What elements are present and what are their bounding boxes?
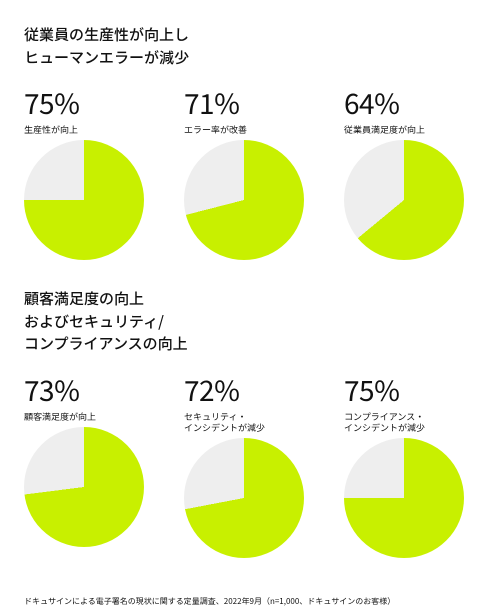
pie-chart: [184, 140, 304, 260]
pie-block: 75% コンプライアンス・ インシデントが減少: [344, 370, 476, 558]
pie-chart: [344, 438, 464, 558]
pie-block: 73% 顧客満足度が向上: [24, 370, 156, 558]
pie-percent: 75%: [344, 370, 476, 410]
pie-percent: 71%: [184, 83, 316, 123]
pie-percent: 75%: [24, 83, 156, 123]
pie-label: 従業員満足度が向上: [344, 124, 476, 136]
pie-percent: 72%: [184, 370, 316, 410]
pie-label: コンプライアンス・ インシデントが減少: [344, 411, 476, 434]
pie-row-1: 75% 生産性が向上 71% エラー率が改善 64% 従業員満足度が向上: [24, 83, 476, 260]
pie-block: 72% セキュリティ・ インシデントが減少: [184, 370, 316, 558]
pie-chart: [344, 140, 464, 260]
pie-block: 64% 従業員満足度が向上: [344, 83, 476, 260]
pie-row-2: 73% 顧客満足度が向上 72% セキュリティ・ インシデントが減少 75% コ…: [24, 370, 476, 558]
pie-label: 顧客満足度が向上: [24, 411, 156, 423]
footnote: ドキュサインによる電子署名の現状に関する定量調査、2022年9月（n=1,000…: [24, 586, 476, 607]
pie-label: エラー率が改善: [184, 124, 316, 136]
pie-label: 生産性が向上: [24, 124, 156, 136]
section-title-2: 顧客満足度の向上 およびセキュリティ/ コンプライアンスの向上: [24, 288, 476, 356]
pie-chart: [24, 427, 144, 547]
section-title-1: 従業員の生産性が向上し ヒューマンエラーが減少: [24, 24, 476, 69]
pie-percent: 73%: [24, 370, 156, 410]
pie-chart: [24, 140, 144, 260]
pie-block: 71% エラー率が改善: [184, 83, 316, 260]
pie-label: セキュリティ・ インシデントが減少: [184, 411, 316, 434]
pie-percent: 64%: [344, 83, 476, 123]
pie-block: 75% 生産性が向上: [24, 83, 156, 260]
pie-chart: [184, 438, 304, 558]
